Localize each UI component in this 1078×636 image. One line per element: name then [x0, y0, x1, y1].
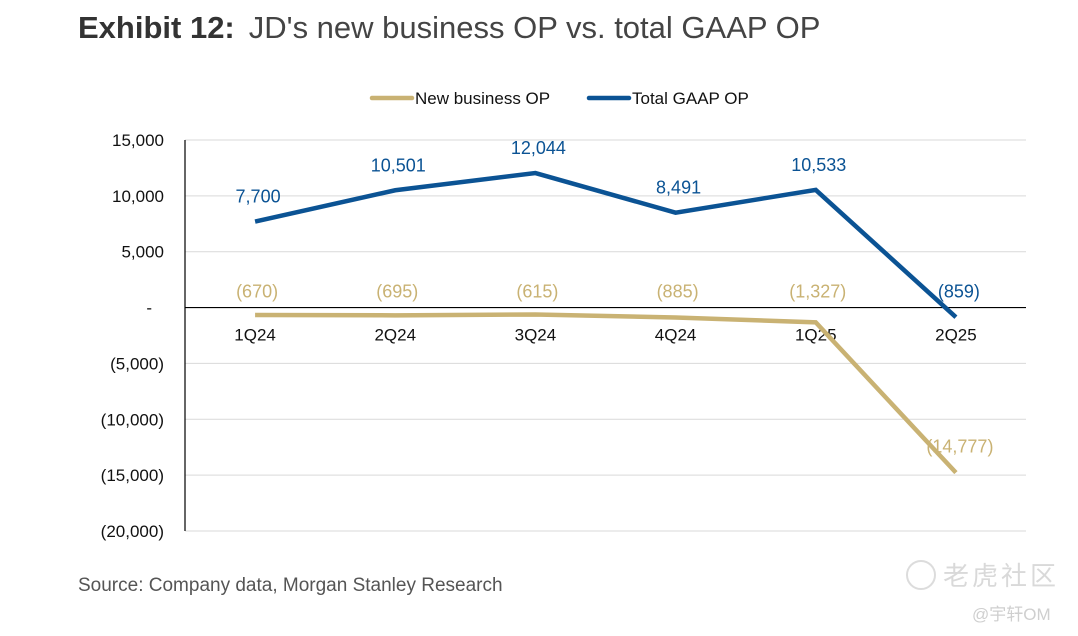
legend: New business OP Total GAAP OP	[369, 89, 749, 108]
data-label-total-gaap-op: 10,501	[371, 155, 426, 175]
legend-label: New business OP	[415, 89, 550, 108]
y-tick-label: 10,000	[112, 187, 164, 206]
watermark-handle: @宇轩OM	[972, 605, 1051, 624]
y-tick-label: (10,000)	[101, 410, 164, 429]
watermark-logo-icon	[906, 560, 936, 590]
x-axis-ticks: 1Q24 2Q24 3Q24 4Q24 1Q25 2Q25	[234, 326, 976, 345]
y-tick-label: (5,000)	[110, 354, 164, 373]
x-tick-label: 4Q24	[655, 326, 697, 345]
data-label-new-business-op: (1,327)	[789, 282, 846, 302]
data-label-new-business-op: (615)	[516, 282, 558, 302]
data-label-new-business-op: (885)	[657, 282, 699, 302]
x-tick-label: 2Q25	[935, 326, 977, 345]
series-lines	[254, 170, 958, 475]
y-tick-label: (20,000)	[101, 522, 164, 541]
y-tick-label: -	[146, 299, 152, 318]
watermark-brand-text: 老虎社区	[943, 561, 1060, 591]
x-tick-label: 3Q24	[515, 326, 557, 345]
series-line-new-business-op	[255, 312, 958, 475]
data-label-new-business-op: (14,777)	[926, 437, 993, 457]
legend-item-new-business-op: New business OP	[369, 89, 550, 108]
y-tick-label: 15,000	[112, 131, 164, 150]
legend-label: Total GAAP OP	[632, 89, 749, 108]
chart-title: Exhibit 12: JD's new business OP vs. tota…	[78, 10, 820, 46]
gridlines	[185, 139, 1026, 532]
data-labels: (670) (695) (615) (885) (1,327) (14,777) 7,700…	[236, 138, 994, 457]
exhibit-title: JD's new business OP vs. total GAAP OP	[248, 10, 821, 45]
data-label-total-gaap-op: 12,044	[511, 138, 566, 158]
y-tick-label: 5,000	[121, 243, 164, 262]
data-label-total-gaap-op: 10,533	[791, 155, 846, 175]
data-label-total-gaap-op: 7,700	[236, 187, 281, 207]
x-tick-label: 2Q24	[374, 326, 416, 345]
y-tick-label: (15,000)	[101, 466, 164, 485]
source-note: Source: Company data, Morgan Stanley Res…	[78, 575, 503, 596]
watermark-brand: 老虎社区	[905, 556, 1059, 593]
legend-item-total-gaap-op: Total GAAP OP	[586, 89, 749, 108]
x-tick-label: 1Q24	[234, 326, 276, 345]
data-label-total-gaap-op: (859)	[938, 282, 980, 302]
data-label-total-gaap-op: 8,491	[656, 178, 701, 198]
y-axis-ticks: 15,000 10,000 5,000 - (5,000) (10,000) (15,000…	[101, 131, 164, 541]
data-label-new-business-op: (695)	[376, 282, 418, 302]
data-label-new-business-op: (670)	[236, 282, 278, 302]
series-line-total-gaap-op	[254, 170, 958, 319]
axes	[184, 140, 1026, 531]
exhibit-label: Exhibit 12:	[78, 10, 235, 45]
